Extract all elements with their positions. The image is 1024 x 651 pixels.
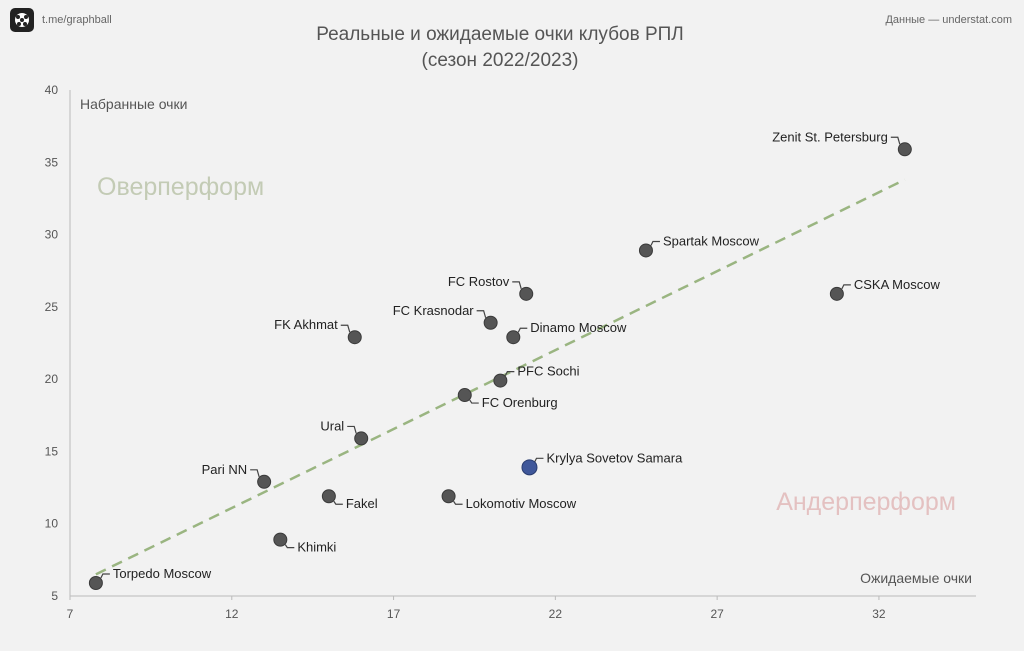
data-point <box>273 532 288 547</box>
chart-subtitle: (сезон 2022/2023) <box>421 50 579 71</box>
leader-line <box>340 324 351 333</box>
leader-line <box>100 573 110 579</box>
data-point <box>354 431 369 446</box>
leader-line <box>333 500 343 505</box>
point-label: FC Krasnodar <box>393 303 475 318</box>
leader-line <box>469 399 479 404</box>
x-tick-label: 22 <box>549 607 563 621</box>
data-point-group: Ural <box>320 418 369 446</box>
data-source: Данные — understat.com <box>885 14 1012 26</box>
data-point <box>483 315 498 330</box>
data-point <box>829 286 844 301</box>
point-label: FK Akhmat <box>274 317 338 332</box>
point-label: Torpedo Moscow <box>113 566 212 581</box>
data-point <box>519 286 534 301</box>
y-tick-label: 30 <box>45 228 59 242</box>
x-axis-label: Ожидаемые очки <box>860 570 972 586</box>
data-point-group: FC Rostov <box>448 274 534 301</box>
y-tick-label: 20 <box>45 372 59 386</box>
data-point-group: CSKA Moscow <box>829 277 941 301</box>
data-point <box>321 489 336 504</box>
x-tick-label: 27 <box>710 607 724 621</box>
data-point-group: Fakel <box>321 489 378 511</box>
data-point <box>257 474 272 489</box>
leader-line <box>650 240 660 246</box>
y-tick-label: 35 <box>45 155 59 169</box>
point-label: Fakel <box>346 496 378 511</box>
x-tick-label: 7 <box>67 607 74 621</box>
data-point <box>521 459 538 476</box>
graphball-logo-icon <box>10 8 34 32</box>
data-point-group: Spartak Moscow <box>638 233 760 258</box>
data-point-group: Khimki <box>273 532 336 555</box>
point-label: Spartak Moscow <box>663 233 760 248</box>
underperform-region-label: Андерперформ <box>776 488 956 516</box>
data-point <box>441 489 456 504</box>
point-label: Dinamo Moscow <box>530 320 627 335</box>
leader-line <box>512 281 522 290</box>
data-point <box>638 243 653 258</box>
leader-line <box>517 327 528 333</box>
point-label: FC Rostov <box>448 274 510 289</box>
data-point-group: Pari NN <box>202 462 272 489</box>
leader-line <box>890 136 901 145</box>
point-label: Zenit St. Petersburg <box>772 129 888 144</box>
leader-line <box>476 310 487 318</box>
point-label: Pari NN <box>202 462 248 477</box>
data-point <box>88 575 103 590</box>
brand-label[interactable]: t.me/graphball <box>42 14 112 26</box>
y-tick-label: 15 <box>45 444 59 458</box>
data-point-group: Dinamo Moscow <box>506 320 627 345</box>
leader-line <box>504 370 515 376</box>
point-label: FC Orenburg <box>482 395 558 410</box>
data-point <box>506 330 521 345</box>
data-point-group: FC Krasnodar <box>393 303 498 330</box>
chart-title: Реальные и ожидаемые очки клубов РПЛ <box>316 24 684 45</box>
data-point-group: Krylya Sovetov Samara <box>521 450 683 476</box>
data-point-group: FK Akhmat <box>274 317 362 345</box>
y-tick-label: 5 <box>51 589 58 603</box>
point-label: Khimki <box>297 540 336 555</box>
data-point-group: Zenit St. Petersburg <box>772 129 912 157</box>
leader-line <box>284 544 295 549</box>
point-label: Krylya Sovetov Samara <box>546 450 683 465</box>
data-point-group: Torpedo Moscow <box>88 566 212 590</box>
x-tick-label: 17 <box>387 607 401 621</box>
leader-line <box>841 284 851 290</box>
leader-line <box>250 469 260 477</box>
data-point <box>347 330 362 345</box>
brand[interactable]: t.me/graphball <box>10 8 112 32</box>
overperform-region-label: Оверперформ <box>97 173 264 201</box>
x-tick-label: 32 <box>872 607 886 621</box>
x-tick-label: 12 <box>225 607 239 621</box>
data-point <box>897 142 912 157</box>
data-point <box>457 388 472 403</box>
point-label: PFC Sochi <box>517 364 579 379</box>
data-point <box>493 373 508 388</box>
y-tick-label: 25 <box>45 300 59 314</box>
y-tick-label: 40 <box>45 83 59 97</box>
leader-line <box>347 425 357 434</box>
data-point-group: FC Orenburg <box>457 388 558 410</box>
y-axis-label: Набранные очки <box>80 96 187 112</box>
data-point-group: PFC Sochi <box>493 364 580 388</box>
data-point-group: Lokomotiv Moscow <box>441 489 577 511</box>
leader-line <box>533 457 544 463</box>
y-tick-label: 10 <box>45 517 59 531</box>
point-label: Lokomotiv Moscow <box>466 496 577 511</box>
leader-line <box>453 500 463 505</box>
point-label: CSKA Moscow <box>854 277 941 292</box>
point-label: Ural <box>320 418 344 433</box>
